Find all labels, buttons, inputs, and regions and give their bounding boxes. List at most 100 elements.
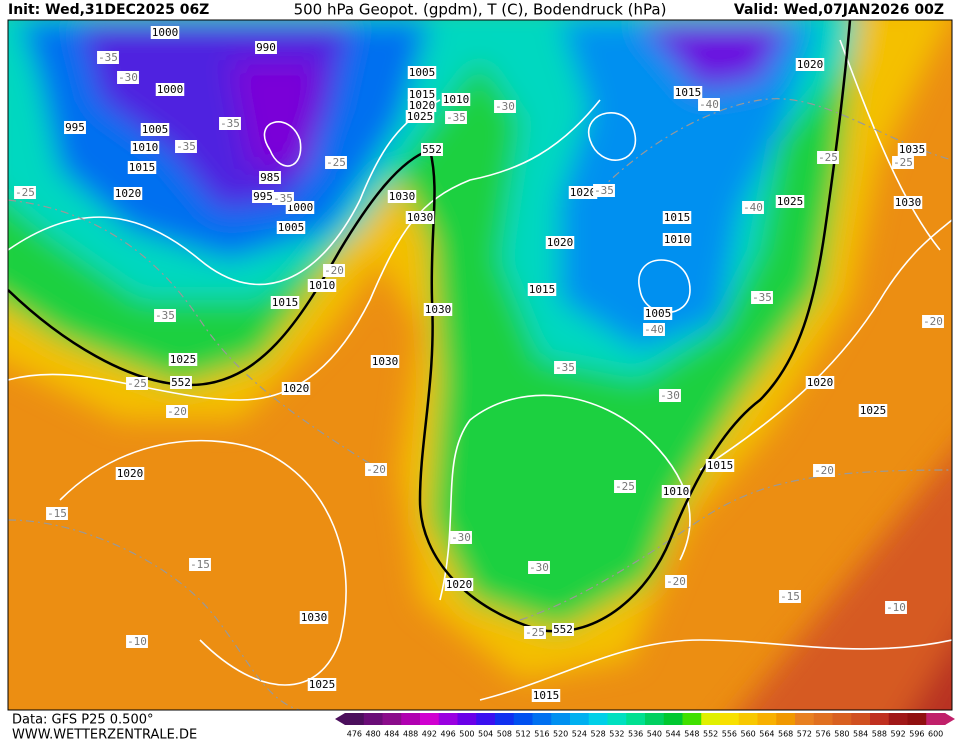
colorbar-arrow-left bbox=[335, 713, 345, 725]
temperature-label: -35 bbox=[155, 309, 175, 322]
pressure-label-bg bbox=[407, 66, 437, 79]
temperature-label-bg bbox=[742, 201, 764, 214]
temperature-label-bg bbox=[97, 51, 119, 64]
temperature-label: -25 bbox=[326, 156, 346, 169]
colorbar-label: 584 bbox=[853, 730, 868, 739]
pressure-label-bg bbox=[405, 211, 435, 224]
temperature-label-bg bbox=[751, 291, 773, 304]
pressure-label-bg bbox=[795, 58, 825, 71]
colorbar-swatch bbox=[476, 713, 496, 725]
pressure-label-bg bbox=[64, 121, 86, 134]
pressure-label-bg bbox=[276, 221, 306, 234]
colorbar-label: 516 bbox=[534, 730, 549, 739]
temperature-label: -20 bbox=[167, 405, 187, 418]
colorbar-swatch bbox=[401, 713, 421, 725]
temperature-label: -40 bbox=[644, 323, 664, 336]
pressure-label: 1035 bbox=[899, 143, 926, 156]
pressure-label-bg bbox=[531, 689, 561, 702]
pressure-label: 1030 bbox=[895, 196, 922, 209]
temperature-label-bg bbox=[593, 184, 615, 197]
colorbar-swatch bbox=[795, 713, 815, 725]
pressure-label: 1015 bbox=[409, 88, 436, 101]
temperature-label-bg bbox=[614, 480, 636, 493]
site: WWW.WETTERZENTRALE.DE bbox=[12, 728, 197, 741]
temperature-label: -30 bbox=[660, 389, 680, 402]
pressure-label: 1020 bbox=[117, 467, 144, 480]
temperature-label: -25 bbox=[818, 151, 838, 164]
pressure-label-bg bbox=[281, 382, 311, 395]
pressure-label-bg bbox=[405, 110, 435, 123]
temperature-label: -35 bbox=[555, 361, 575, 374]
pressure-label-bg bbox=[407, 88, 437, 101]
temperature-label: -35 bbox=[220, 117, 240, 130]
temperature-label: -20 bbox=[814, 464, 834, 477]
colorbar-swatch bbox=[551, 713, 571, 725]
colorbar-swatch bbox=[776, 713, 796, 725]
temperature-label: -35 bbox=[176, 140, 196, 153]
temperature-label-bg bbox=[665, 575, 687, 588]
temperature-label-bg bbox=[189, 558, 211, 571]
temperature-label-bg bbox=[46, 507, 68, 520]
pressure-label-bg bbox=[545, 236, 575, 249]
temperature-label: -40 bbox=[743, 201, 763, 214]
temperature-label: -25 bbox=[525, 626, 545, 639]
pressure-label: 1020 bbox=[409, 99, 436, 112]
colorbar-label: 576 bbox=[815, 730, 830, 739]
data-source: Data: GFS P25 0.500° bbox=[12, 713, 154, 728]
pressure-label: 1030 bbox=[425, 303, 452, 316]
colorbar-label: 504 bbox=[478, 730, 493, 739]
colorbar-label: 560 bbox=[740, 730, 755, 739]
colorbar-swatch bbox=[495, 713, 515, 725]
height-label-bg bbox=[552, 623, 574, 636]
colorbar-swatch bbox=[888, 713, 908, 725]
temperature-label-bg bbox=[154, 309, 176, 322]
colorbar-label: 488 bbox=[403, 730, 418, 739]
pressure-label: 1030 bbox=[301, 611, 328, 624]
pressure-label: 1030 bbox=[372, 355, 399, 368]
temperature-label-bg bbox=[126, 635, 148, 648]
temperature-label-bg bbox=[219, 117, 241, 130]
colorbar-label: 580 bbox=[834, 730, 849, 739]
temperature-label-bg bbox=[779, 590, 801, 603]
colorbar-label: 480 bbox=[365, 730, 380, 739]
temperature-label: -20 bbox=[666, 575, 686, 588]
temperature-label-bg bbox=[126, 377, 148, 390]
pressure-label: 1015 bbox=[129, 161, 156, 174]
pressure-label: 1020 bbox=[797, 58, 824, 71]
pressure-label-bg bbox=[423, 303, 453, 316]
map-frame bbox=[7, 19, 953, 711]
map-title: 500 hPa Geopot. (gpdm), T (C), Bodendruc… bbox=[294, 1, 667, 19]
pressure-label: 995 bbox=[65, 121, 85, 134]
colorbar-label: 540 bbox=[647, 730, 662, 739]
pressure-label: 1015 bbox=[529, 283, 556, 296]
pressure-label: 1005 bbox=[142, 123, 169, 136]
pressure-label-bg bbox=[150, 26, 180, 39]
temperature-label: -10 bbox=[127, 635, 147, 648]
temperature-label: -25 bbox=[127, 377, 147, 390]
colorbar-label: 532 bbox=[609, 730, 624, 739]
colorbar-swatch bbox=[720, 713, 740, 725]
temperature-label-bg bbox=[659, 389, 681, 402]
pressure-label-bg bbox=[259, 171, 281, 184]
temperature-label-bg bbox=[117, 71, 139, 84]
pressure-label-bg bbox=[130, 141, 160, 154]
pressure-label-bg bbox=[662, 233, 692, 246]
temperature-label: -25 bbox=[15, 186, 35, 199]
temperature-label-bg bbox=[892, 156, 914, 169]
temperature-label-bg bbox=[325, 156, 347, 169]
colorbar-label: 572 bbox=[797, 730, 812, 739]
colorbar-label: 528 bbox=[590, 730, 605, 739]
pressure-label-bg bbox=[643, 307, 673, 320]
temperature-label-bg bbox=[528, 561, 550, 574]
colorbar-arrow-right bbox=[945, 713, 955, 725]
pressure-label-bg bbox=[858, 404, 888, 417]
valid-time: Valid: Wed,07JAN2026 00Z bbox=[734, 2, 944, 18]
pressure-label-bg bbox=[893, 196, 923, 209]
temperature-label-bg bbox=[813, 464, 835, 477]
temperature-label-bg bbox=[450, 531, 472, 544]
pressure-label: 1010 bbox=[663, 485, 690, 498]
temperature-label-bg bbox=[494, 100, 516, 113]
temperature-label: -10 bbox=[886, 601, 906, 614]
